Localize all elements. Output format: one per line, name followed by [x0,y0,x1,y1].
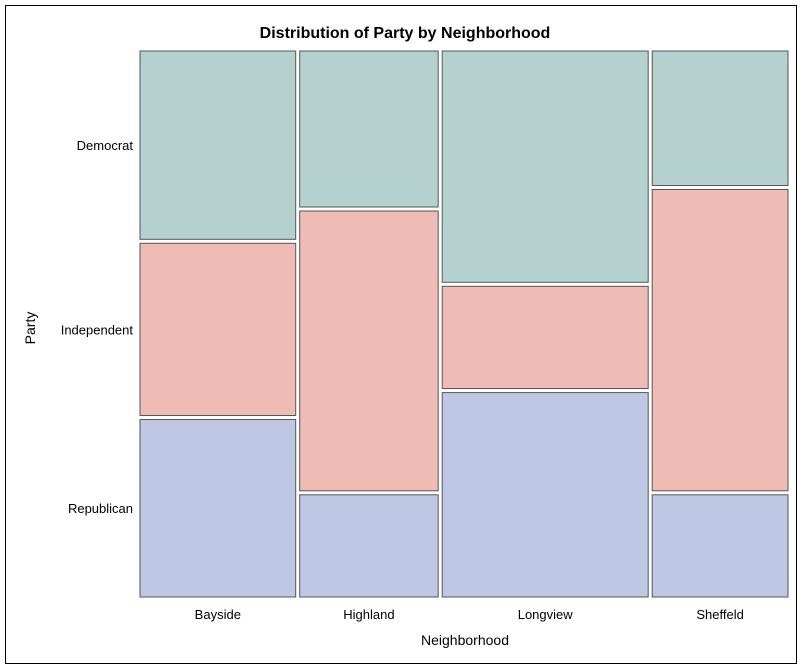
tile-bayside-independent [139,242,297,416]
y-tick-label-democrat: Democrat [77,138,134,153]
tile-sheffeld-republican [651,494,789,598]
x-tick-labels: Bayside Highland Longview Sheffeld [195,607,744,622]
tiles-group [139,50,789,598]
x-tick-label-highland: Highland [343,607,394,622]
mosaic-chart: Distribution of Party by Neighborhood De… [22,25,789,648]
y-tick-labels: Democrat Independent Republican [61,138,134,516]
tile-bayside-republican [139,419,297,598]
tile-highland-democrat [299,50,439,208]
x-tick-label-longview: Longview [518,607,574,622]
tile-longview-democrat [441,50,649,283]
tile-sheffeld-democrat [651,50,789,186]
y-tick-label-republican: Republican [68,501,133,516]
y-tick-label-independent: Independent [61,322,134,337]
tile-highland-independent [299,210,439,492]
tile-highland-republican [299,494,439,598]
x-tick-label-sheffeld: Sheffeld [696,607,743,622]
tile-sheffeld-independent [651,189,789,492]
tile-longview-independent [441,285,649,389]
tile-longview-republican [441,392,649,598]
x-axis-label: Neighborhood [421,632,509,648]
chart-title: Distribution of Party by Neighborhood [260,25,551,42]
y-axis-label: Party [22,312,38,345]
chart-frame: Distribution of Party by Neighborhood De… [5,5,797,664]
x-tick-label-bayside: Bayside [195,607,241,622]
tile-bayside-democrat [139,50,297,240]
